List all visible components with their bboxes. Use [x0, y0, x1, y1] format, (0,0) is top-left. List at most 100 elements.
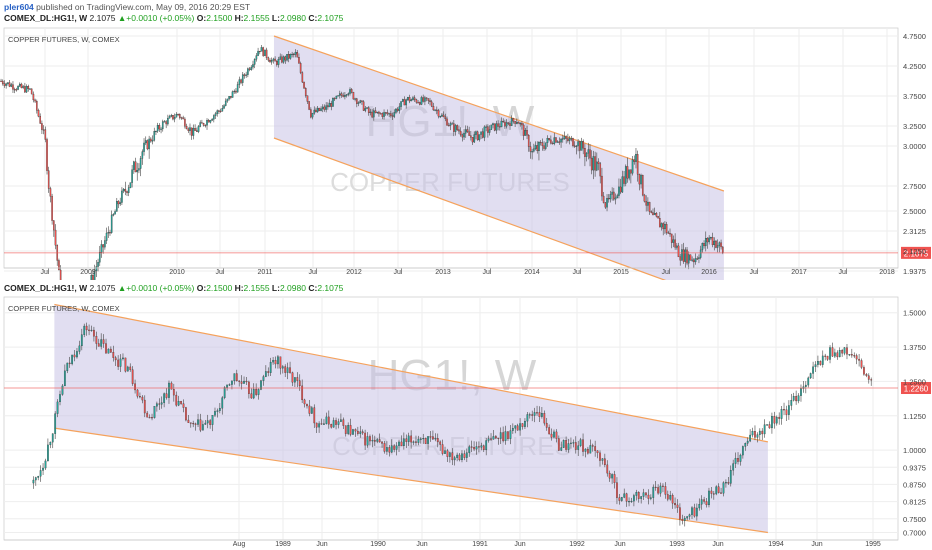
- x-tick-label: Jun: [614, 541, 625, 548]
- candle-body: [780, 409, 783, 419]
- candle-body: [284, 366, 287, 373]
- candle-body: [243, 74, 246, 76]
- candle-body: [47, 444, 49, 462]
- candle-body: [102, 339, 105, 344]
- candle-body: [160, 128, 162, 130]
- candle-body: [495, 436, 497, 439]
- candle-body: [843, 347, 846, 354]
- x-tick-label: 2018: [879, 269, 895, 276]
- candle-body: [424, 97, 426, 102]
- candle-body: [677, 245, 680, 258]
- candle-body: [517, 121, 520, 124]
- candle-body: [257, 389, 260, 395]
- candle-body: [337, 95, 339, 97]
- candle-body: [417, 438, 420, 443]
- candle-body: [141, 396, 144, 401]
- candle-body: [524, 420, 526, 427]
- candle-body: [688, 514, 691, 517]
- candle-body: [667, 232, 670, 234]
- candle-body: [572, 138, 574, 146]
- candle-body: [41, 123, 43, 130]
- author-link[interactable]: pler604: [4, 2, 34, 12]
- candle-body: [529, 146, 532, 152]
- candle-body: [524, 130, 527, 136]
- candle-body: [642, 492, 645, 497]
- high-value: 2.1555: [243, 13, 270, 23]
- candle-body: [749, 434, 752, 442]
- candle-body: [458, 129, 460, 132]
- y-tick-label: 3.0000: [903, 142, 926, 151]
- candle-body: [105, 343, 107, 354]
- candle-body: [531, 414, 534, 416]
- candle-body: [325, 105, 327, 110]
- candle-body: [350, 89, 353, 93]
- candle-body: [347, 93, 350, 95]
- candle-body: [657, 216, 659, 219]
- candle-body: [676, 504, 679, 508]
- candle-body: [751, 431, 754, 436]
- channel-upper-line: [54, 303, 769, 443]
- candle-body: [255, 388, 258, 395]
- candle-body: [286, 54, 288, 61]
- candle-body: [214, 113, 217, 116]
- candle-body: [502, 120, 505, 123]
- candle-body: [446, 118, 448, 126]
- candle-body: [432, 436, 434, 440]
- candle-body: [800, 388, 802, 396]
- candle-body: [223, 105, 225, 109]
- x-tick-label: 1994: [768, 541, 784, 548]
- candle-body: [453, 457, 456, 461]
- candle-body: [641, 175, 644, 196]
- candle-body: [73, 354, 76, 358]
- candle-body: [172, 115, 174, 120]
- candle-body: [115, 201, 118, 212]
- candle-body: [695, 507, 698, 517]
- candle-body: [441, 444, 444, 454]
- candle-body: [257, 50, 259, 56]
- candle-body: [471, 137, 474, 143]
- candle-body: [412, 97, 414, 100]
- candles: [32, 322, 873, 527]
- candle-body: [570, 138, 573, 140]
- candle-body: [337, 421, 340, 425]
- candle-body: [303, 81, 305, 89]
- candle-body: [613, 474, 616, 483]
- candle-body: [34, 477, 37, 481]
- x-tick-label: 2010: [169, 269, 185, 276]
- candle-body: [206, 120, 208, 126]
- candle-body: [674, 239, 676, 248]
- x-tick-label: 1992: [569, 541, 585, 548]
- candle-body: [698, 257, 700, 259]
- candle-body: [109, 348, 112, 353]
- candle-body: [240, 79, 242, 83]
- candle-body: [37, 110, 40, 117]
- candle-body: [648, 201, 651, 212]
- candle-body: [608, 472, 611, 479]
- candle-body: [645, 201, 647, 206]
- candle-body: [446, 450, 449, 457]
- candle-body: [315, 422, 318, 428]
- candle-body: [481, 131, 484, 138]
- candle-body: [17, 85, 19, 90]
- candle-body: [381, 113, 384, 117]
- candle-body: [584, 448, 587, 452]
- candle-body: [124, 357, 127, 372]
- candle-body: [95, 266, 98, 272]
- candle-body: [504, 121, 506, 127]
- chart-panel-top[interactable]: HG1!, WCOPPER FUTURES2.10754.75004.25003…: [0, 26, 932, 280]
- candle-body: [567, 138, 569, 141]
- candle-body: [633, 159, 636, 162]
- candle-body: [379, 113, 382, 115]
- candle-body: [97, 343, 100, 347]
- candle-body: [534, 145, 537, 150]
- candle-body: [662, 485, 664, 487]
- candle-body: [502, 432, 505, 441]
- candle-body: [553, 431, 555, 438]
- candle-body: [133, 161, 135, 170]
- candle-body: [463, 453, 466, 458]
- chart-panel-bottom[interactable]: HG1!, WCOPPER FUTURES1.22601.50001.37501…: [0, 295, 932, 550]
- candle-body: [386, 112, 389, 115]
- candle-body: [47, 170, 50, 189]
- candle-body: [206, 420, 209, 424]
- candle-body: [199, 419, 202, 431]
